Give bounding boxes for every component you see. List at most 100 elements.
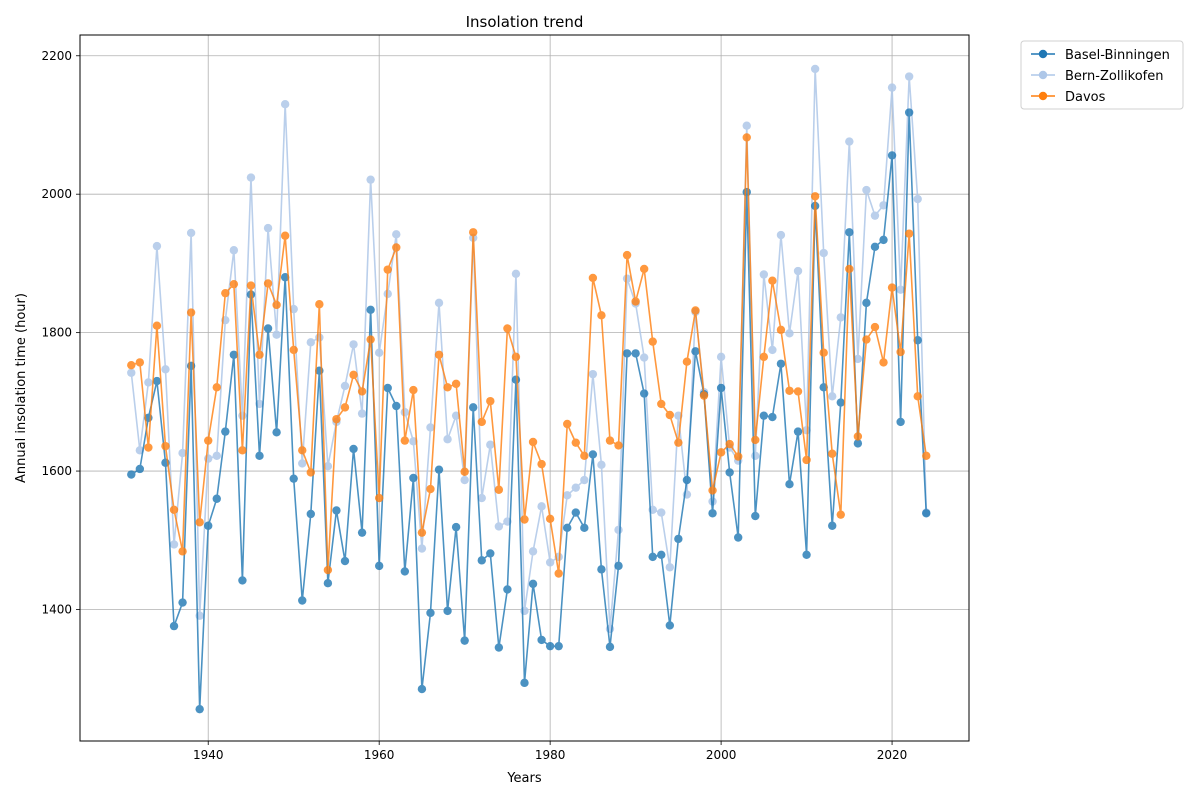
data-point [306, 509, 315, 519]
data-point [127, 470, 136, 479]
data-point [229, 350, 239, 359]
data-point [819, 248, 828, 258]
data-point [152, 376, 162, 386]
data-point [845, 264, 854, 274]
data-point [443, 435, 452, 444]
data-point [144, 378, 153, 387]
data-point [434, 298, 444, 308]
data-point [674, 438, 683, 447]
data-point [665, 563, 675, 572]
data-point [152, 241, 162, 251]
x-tick-label: 1940 [193, 748, 224, 762]
data-point [870, 211, 880, 220]
data-point [580, 523, 589, 533]
data-point [605, 436, 615, 445]
data-point [853, 354, 863, 364]
data-point [460, 636, 469, 645]
data-point [443, 606, 452, 616]
data-point [896, 285, 905, 294]
data-point [657, 508, 666, 517]
data-point [785, 480, 794, 489]
data-point [537, 502, 546, 511]
data-point [238, 446, 247, 455]
data-point [657, 550, 666, 560]
data-point [144, 443, 153, 452]
data-point [127, 360, 136, 370]
data-point [400, 408, 410, 417]
data-point [614, 525, 623, 535]
data-point [742, 133, 751, 142]
data-point [511, 352, 521, 362]
y-axis-label: Annual insolation time (hour) [14, 293, 29, 483]
y-tick-label: 1400 [41, 602, 72, 616]
data-point [563, 523, 572, 533]
data-point [819, 348, 828, 357]
data-point [614, 561, 623, 571]
series-davos [127, 133, 931, 578]
data-point [887, 83, 897, 92]
data-point [862, 298, 871, 308]
data-point [469, 403, 478, 412]
data-point [332, 414, 341, 424]
data-point [263, 279, 273, 288]
data-point [751, 511, 760, 521]
data-point [674, 534, 683, 544]
data-point [605, 642, 615, 652]
data-point [503, 324, 512, 333]
data-point [195, 518, 204, 527]
data-point [306, 338, 315, 347]
data-point [417, 528, 427, 537]
data-point [298, 596, 307, 605]
data-point [836, 398, 845, 407]
data-point [426, 608, 435, 618]
series-line [131, 137, 928, 574]
data-point [289, 345, 298, 355]
data-point [186, 228, 196, 238]
data-point [853, 432, 863, 441]
data-point [135, 358, 145, 367]
data-point [229, 279, 239, 289]
data-point [682, 357, 692, 366]
data-point [836, 313, 845, 322]
data-point [477, 417, 486, 427]
data-point [537, 459, 546, 469]
data-point [520, 678, 529, 688]
data-point [571, 483, 580, 492]
data-point [580, 475, 589, 485]
data-point [528, 579, 538, 589]
data-point [221, 427, 230, 436]
data-point [665, 621, 675, 630]
legend: Basel-Binningen Bern-Zollikofen Davos [1020, 40, 1184, 110]
data-point [734, 452, 743, 461]
data-point [161, 365, 170, 374]
data-point [392, 243, 401, 252]
data-point [554, 641, 563, 651]
data-point [631, 297, 640, 306]
data-point [272, 330, 281, 339]
data-point [195, 704, 204, 714]
data-point [597, 460, 606, 470]
data-point [246, 281, 256, 290]
data-point [161, 441, 170, 451]
chart-title: Insolation trend [466, 13, 584, 31]
data-point [486, 549, 495, 558]
data-point [366, 335, 375, 344]
data-point [255, 451, 264, 461]
series-line [130, 112, 928, 710]
data-point [349, 444, 358, 454]
data-point [759, 411, 769, 420]
data-point [494, 643, 504, 652]
data-point [417, 684, 427, 694]
data-point [272, 300, 281, 310]
data-point [366, 175, 375, 184]
data-point [332, 506, 341, 515]
data-point [255, 350, 264, 359]
data-point [904, 108, 914, 117]
data-point [357, 387, 367, 396]
data-point [887, 151, 897, 160]
data-point [323, 565, 333, 575]
data-point [657, 399, 666, 409]
data-point [716, 448, 726, 457]
data-point [229, 246, 239, 255]
data-point [768, 412, 777, 422]
